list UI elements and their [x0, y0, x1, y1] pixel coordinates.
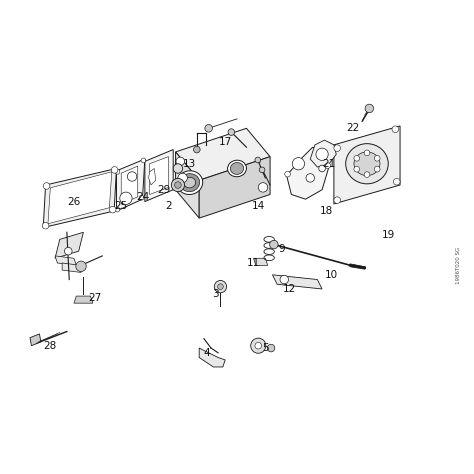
Circle shape: [109, 206, 116, 213]
Circle shape: [173, 164, 182, 173]
Circle shape: [139, 195, 144, 200]
Text: 13: 13: [183, 159, 196, 169]
Polygon shape: [62, 263, 81, 273]
Circle shape: [76, 261, 86, 272]
Text: 25: 25: [115, 201, 128, 211]
Circle shape: [354, 166, 360, 172]
Polygon shape: [43, 168, 117, 228]
Circle shape: [128, 172, 137, 181]
Text: 24: 24: [136, 192, 149, 202]
Circle shape: [306, 173, 315, 182]
Text: 18: 18: [320, 206, 333, 216]
Text: 5: 5: [262, 343, 269, 353]
Text: 9: 9: [279, 244, 285, 254]
Circle shape: [205, 125, 212, 132]
Polygon shape: [287, 147, 329, 199]
Circle shape: [259, 167, 265, 173]
Circle shape: [141, 158, 146, 163]
Polygon shape: [175, 152, 199, 218]
Ellipse shape: [177, 171, 203, 194]
Text: 12: 12: [283, 284, 296, 294]
Polygon shape: [273, 275, 322, 289]
Circle shape: [255, 157, 261, 163]
Text: 19: 19: [382, 229, 395, 240]
Circle shape: [251, 338, 266, 353]
Circle shape: [325, 163, 330, 168]
Circle shape: [193, 146, 200, 153]
Polygon shape: [55, 232, 83, 258]
Circle shape: [316, 148, 328, 160]
Polygon shape: [199, 348, 225, 367]
Circle shape: [365, 104, 374, 113]
Polygon shape: [74, 296, 93, 303]
Circle shape: [218, 284, 223, 290]
Polygon shape: [145, 150, 173, 201]
Circle shape: [115, 169, 120, 174]
Circle shape: [334, 197, 340, 203]
Ellipse shape: [180, 173, 200, 191]
Circle shape: [111, 166, 118, 173]
Polygon shape: [30, 334, 41, 346]
Circle shape: [267, 344, 275, 352]
Circle shape: [292, 157, 305, 170]
Text: 22: 22: [346, 123, 359, 133]
Circle shape: [228, 129, 235, 136]
Circle shape: [354, 155, 360, 161]
Ellipse shape: [346, 144, 388, 184]
Ellipse shape: [354, 152, 380, 175]
Circle shape: [364, 150, 370, 156]
Polygon shape: [310, 140, 336, 167]
Circle shape: [42, 222, 49, 229]
Polygon shape: [149, 168, 156, 185]
Text: 26: 26: [67, 197, 81, 207]
Text: 11: 11: [247, 258, 260, 268]
Polygon shape: [175, 128, 270, 180]
Text: 2: 2: [165, 201, 172, 211]
Circle shape: [392, 126, 399, 133]
Text: 10: 10: [325, 270, 338, 280]
Ellipse shape: [228, 160, 246, 177]
Text: 3: 3: [212, 289, 219, 299]
Text: 21: 21: [322, 159, 336, 169]
Ellipse shape: [230, 163, 244, 174]
Circle shape: [280, 275, 289, 284]
Polygon shape: [199, 156, 270, 218]
Text: 4: 4: [203, 348, 210, 358]
Circle shape: [64, 247, 72, 255]
Circle shape: [255, 342, 262, 349]
Polygon shape: [150, 156, 168, 194]
Ellipse shape: [184, 177, 196, 188]
Text: 27: 27: [89, 293, 102, 303]
Circle shape: [270, 240, 278, 249]
Circle shape: [393, 178, 400, 185]
Circle shape: [176, 157, 184, 165]
Circle shape: [258, 182, 268, 192]
Text: 14: 14: [252, 201, 265, 211]
Circle shape: [115, 207, 120, 212]
Circle shape: [374, 155, 380, 161]
Text: 1986T020 SG: 1986T020 SG: [456, 247, 461, 284]
Circle shape: [334, 145, 340, 152]
Circle shape: [214, 281, 227, 293]
Text: 17: 17: [219, 137, 232, 147]
Polygon shape: [117, 159, 145, 211]
Circle shape: [178, 173, 187, 182]
Circle shape: [174, 182, 181, 188]
Circle shape: [364, 172, 370, 177]
Circle shape: [374, 166, 380, 172]
Circle shape: [285, 171, 291, 177]
Circle shape: [319, 165, 325, 172]
Circle shape: [171, 178, 184, 191]
Polygon shape: [121, 166, 138, 204]
Text: 28: 28: [44, 341, 57, 351]
Text: 29: 29: [157, 185, 170, 195]
Circle shape: [43, 182, 50, 189]
Polygon shape: [334, 126, 400, 204]
Polygon shape: [55, 256, 76, 265]
Polygon shape: [48, 172, 112, 224]
Circle shape: [120, 192, 132, 204]
Polygon shape: [254, 258, 268, 265]
